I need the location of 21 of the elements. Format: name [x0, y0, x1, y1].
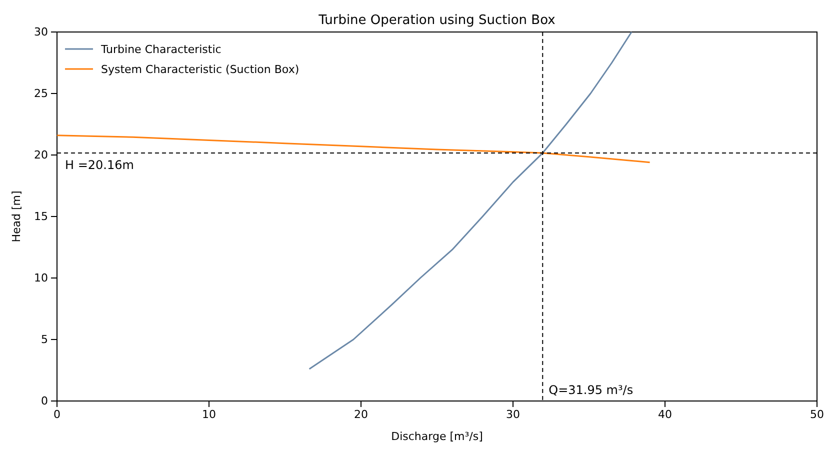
x-tick-label: 10 — [202, 408, 216, 421]
line-series — [308, 31, 632, 370]
y-tick-label: 0 — [41, 394, 48, 408]
legend-label: Turbine Characteristic — [100, 43, 222, 56]
y-tick-label: 30 — [34, 26, 48, 39]
y-tick-label: 25 — [34, 87, 48, 100]
x-tick-label: 20 — [354, 408, 368, 421]
legend-label: System Characteristic (Suction Box) — [101, 63, 300, 76]
chart-title: Turbine Operation using Suction Box — [318, 13, 556, 28]
x-tick-label: 50 — [810, 408, 824, 421]
x-tick-label: 40 — [658, 408, 672, 421]
y-tick-label: 5 — [41, 333, 48, 346]
x-axis-title: Discharge [m³/s] — [391, 430, 483, 443]
y-tick-label: 20 — [34, 148, 48, 162]
x-tick-label: 30 — [506, 408, 520, 421]
ref-line-label: H =20.16m — [65, 158, 134, 172]
x-tick-label: 0 — [54, 408, 60, 421]
ref-line-label: Q=31.95 m³/s — [548, 383, 634, 397]
y-tick-label: 15 — [34, 210, 48, 224]
y-axis-title: Head [m] — [10, 190, 23, 242]
y-tick-label: 10 — [34, 272, 48, 285]
